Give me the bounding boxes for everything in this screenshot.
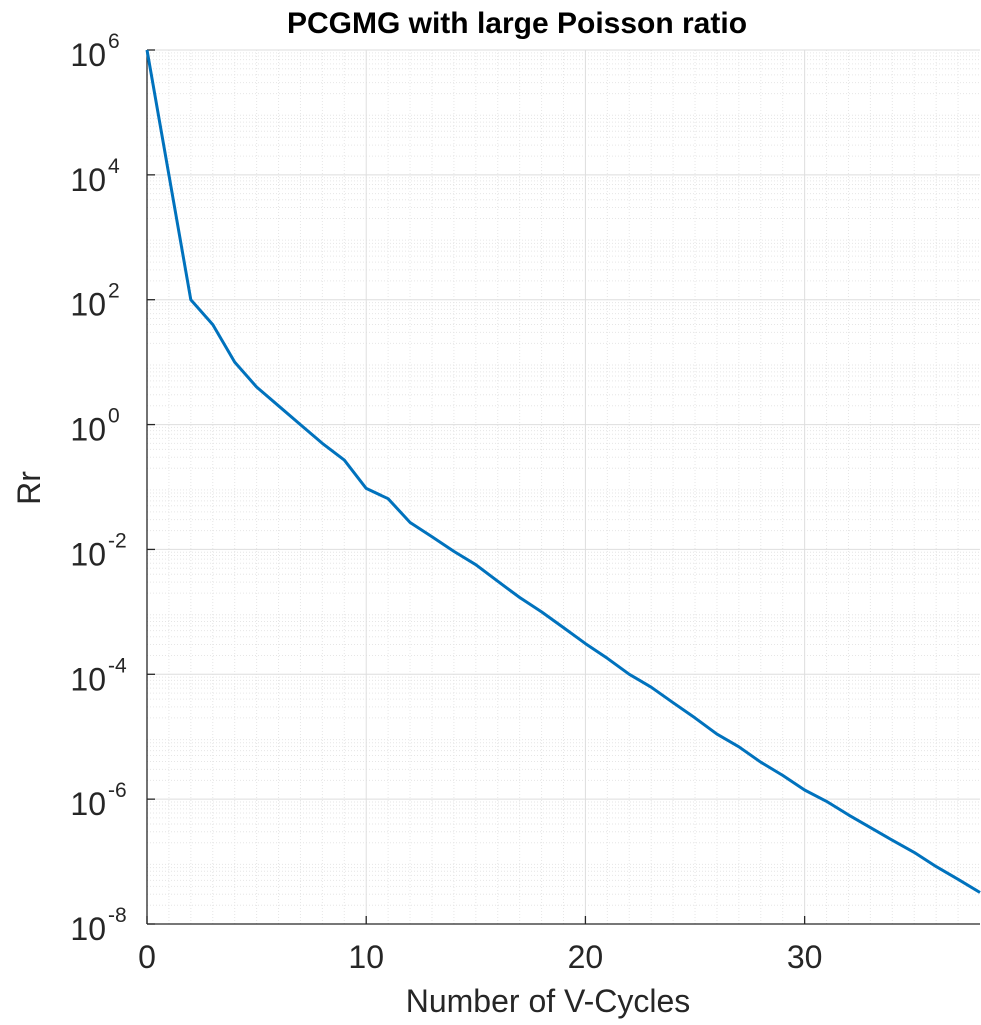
y-tick-exponent: -2 xyxy=(108,529,127,552)
y-tick-exponent: -4 xyxy=(108,654,127,677)
y-tick-exponent: -6 xyxy=(108,779,127,802)
y-axis-label: Rr xyxy=(11,471,47,505)
y-tick-exponent: 4 xyxy=(108,155,120,178)
y-tick-base: 10 xyxy=(70,412,106,448)
y-tick-base: 10 xyxy=(70,37,106,73)
x-tick-label: 20 xyxy=(568,939,604,975)
chart-title: PCGMG with large Poisson ratio xyxy=(287,7,747,40)
y-tick-exponent: 2 xyxy=(108,280,120,303)
x-tick-label: 0 xyxy=(138,939,156,975)
y-tick-base: 10 xyxy=(70,661,106,697)
y-tick-base: 10 xyxy=(70,911,106,947)
y-tick-base: 10 xyxy=(70,786,106,822)
y-tick-base: 10 xyxy=(70,287,106,323)
y-tick-base: 10 xyxy=(70,162,106,198)
y-tick-exponent: 6 xyxy=(108,30,120,53)
y-tick-exponent: -8 xyxy=(108,904,127,927)
x-axis-label: Number of V-Cycles xyxy=(406,983,691,1019)
y-tick-exponent: 0 xyxy=(108,405,120,428)
y-tick-base: 10 xyxy=(70,536,106,572)
x-tick-label: 10 xyxy=(348,939,384,975)
x-tick-label: 30 xyxy=(787,939,823,975)
